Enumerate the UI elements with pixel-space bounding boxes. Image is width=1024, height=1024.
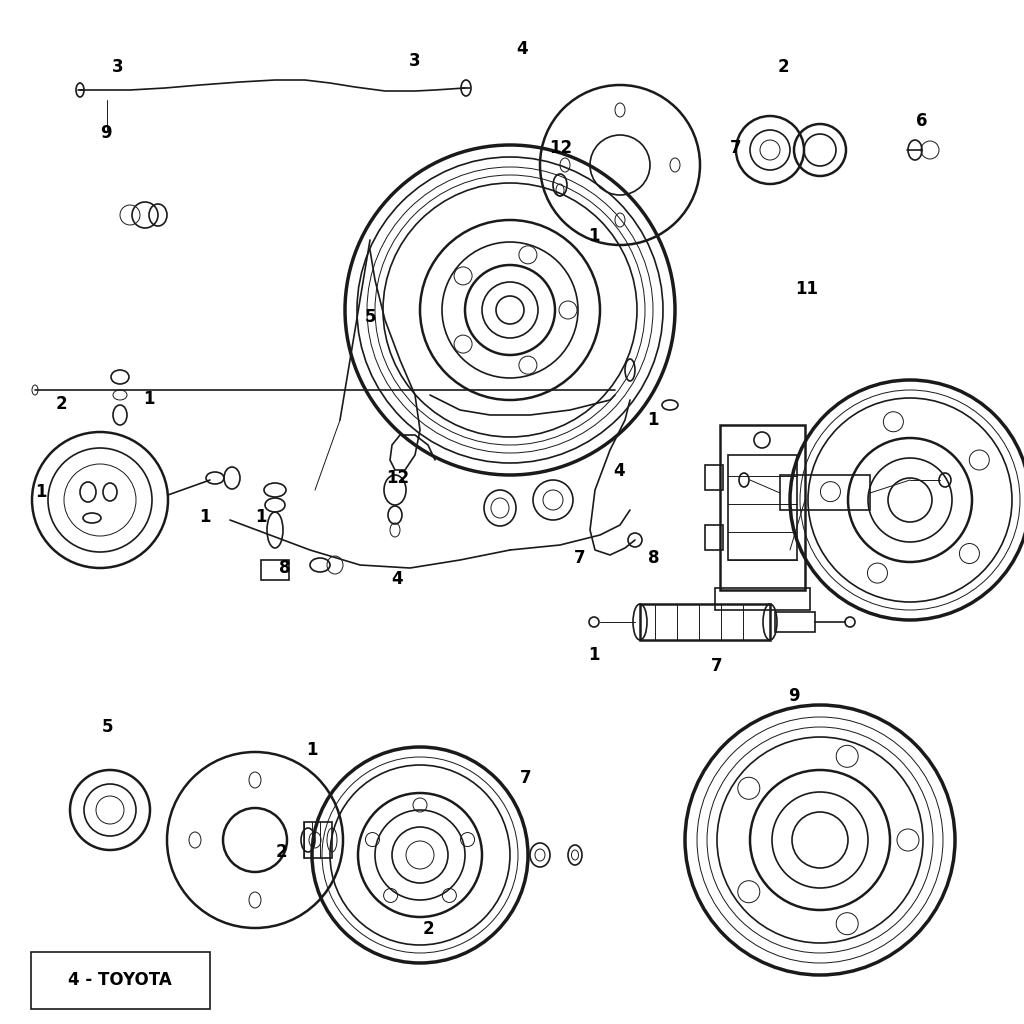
- Text: 4: 4: [516, 40, 528, 58]
- Text: 11: 11: [796, 280, 818, 298]
- Bar: [31, 952, 210, 1009]
- Text: 2: 2: [55, 395, 68, 414]
- Text: 6: 6: [915, 112, 928, 130]
- Text: 5: 5: [365, 308, 377, 327]
- Text: 1: 1: [647, 411, 659, 429]
- Text: 7: 7: [519, 769, 531, 787]
- Text: 7: 7: [573, 549, 586, 567]
- Text: 1: 1: [199, 508, 211, 526]
- Text: 2: 2: [777, 57, 790, 76]
- Text: 12: 12: [550, 139, 572, 158]
- Text: 4: 4: [391, 569, 403, 588]
- Bar: [304, 822, 332, 858]
- Text: 7: 7: [711, 656, 723, 675]
- Text: 2: 2: [422, 920, 434, 938]
- Text: 3: 3: [409, 52, 421, 71]
- Bar: [640, 604, 770, 640]
- Bar: [775, 612, 815, 632]
- Bar: [705, 465, 723, 490]
- Text: 4 - TOYOTA: 4 - TOYOTA: [69, 972, 172, 989]
- Bar: [728, 455, 797, 560]
- Text: 12: 12: [386, 469, 409, 487]
- Text: 2: 2: [275, 843, 288, 861]
- Text: 4: 4: [613, 462, 626, 480]
- Text: 1: 1: [306, 740, 318, 759]
- Text: 1: 1: [588, 226, 600, 245]
- Text: 1: 1: [35, 482, 47, 501]
- Bar: [715, 588, 810, 610]
- Text: 1: 1: [142, 390, 155, 409]
- Text: 8: 8: [279, 559, 291, 578]
- Text: 8: 8: [647, 549, 659, 567]
- Text: 1: 1: [588, 646, 600, 665]
- Text: 1: 1: [255, 508, 267, 526]
- Text: 5: 5: [101, 718, 114, 736]
- Bar: [261, 560, 289, 580]
- Text: 3: 3: [112, 57, 124, 76]
- Bar: [780, 475, 870, 510]
- Bar: [705, 525, 723, 550]
- Text: 9: 9: [99, 124, 112, 142]
- Bar: [720, 425, 805, 590]
- Text: 7: 7: [729, 139, 741, 158]
- Text: 9: 9: [787, 687, 800, 706]
